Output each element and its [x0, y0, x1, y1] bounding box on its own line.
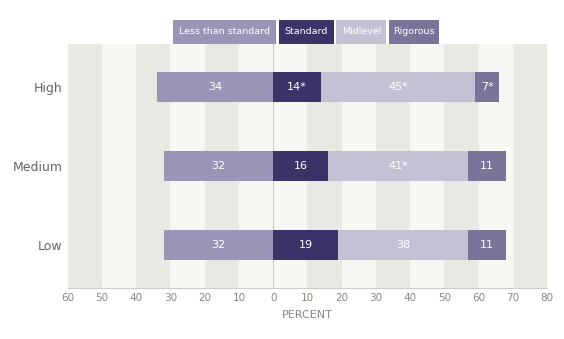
Bar — [164, 230, 273, 260]
Text: 16: 16 — [293, 161, 307, 171]
FancyBboxPatch shape — [173, 20, 276, 44]
Text: Rigorous: Rigorous — [393, 27, 435, 36]
Text: Standard: Standard — [284, 27, 328, 36]
Bar — [444, 44, 479, 288]
Text: 34: 34 — [208, 82, 222, 92]
Bar — [68, 44, 102, 288]
Bar — [376, 44, 410, 288]
Text: 45*: 45* — [388, 82, 408, 92]
Text: 11: 11 — [480, 161, 494, 171]
Text: Less than standard: Less than standard — [179, 27, 270, 36]
FancyBboxPatch shape — [279, 20, 334, 44]
Bar — [513, 44, 547, 288]
Text: 41*: 41* — [388, 161, 408, 171]
Bar — [157, 73, 273, 102]
Text: 32: 32 — [212, 161, 226, 171]
Text: 38: 38 — [396, 240, 411, 250]
Bar — [164, 151, 273, 181]
Bar — [468, 230, 506, 260]
Bar — [328, 151, 468, 181]
Text: 32: 32 — [212, 240, 226, 250]
Bar — [475, 73, 499, 102]
Bar — [338, 230, 468, 260]
Bar — [273, 151, 328, 181]
Bar — [273, 230, 338, 260]
FancyBboxPatch shape — [389, 20, 439, 44]
FancyBboxPatch shape — [336, 20, 386, 44]
Bar — [136, 44, 170, 288]
Text: 7*: 7* — [481, 82, 494, 92]
Bar — [273, 73, 321, 102]
Text: 19: 19 — [298, 240, 312, 250]
Bar — [468, 151, 506, 181]
Bar — [205, 44, 239, 288]
Text: 14*: 14* — [287, 82, 307, 92]
Bar — [307, 44, 342, 288]
X-axis label: PERCENT: PERCENT — [282, 310, 333, 320]
Text: Midlevel: Midlevel — [342, 27, 381, 36]
Text: 11: 11 — [480, 240, 494, 250]
Bar — [321, 73, 475, 102]
